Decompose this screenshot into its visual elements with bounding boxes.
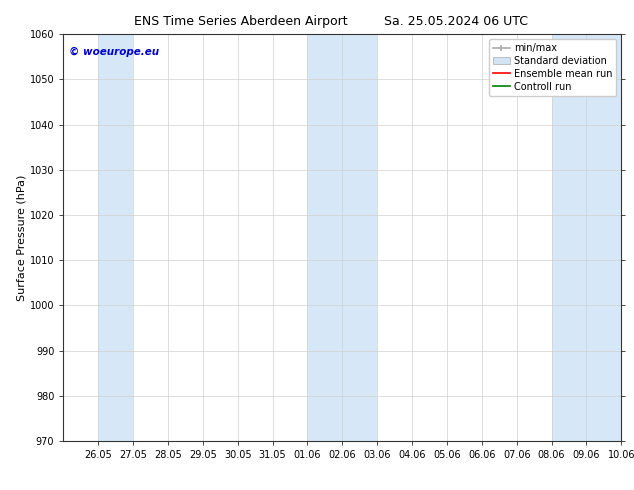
Bar	[98, 34, 133, 441]
Legend: min/max, Standard deviation, Ensemble mean run, Controll run: min/max, Standard deviation, Ensemble me…	[489, 39, 616, 96]
Bar	[307, 34, 377, 441]
Bar	[552, 34, 621, 441]
Text: Sa. 25.05.2024 06 UTC: Sa. 25.05.2024 06 UTC	[384, 15, 529, 28]
Text: ENS Time Series Aberdeen Airport: ENS Time Series Aberdeen Airport	[134, 15, 347, 28]
Y-axis label: Surface Pressure (hPa): Surface Pressure (hPa)	[17, 174, 27, 301]
Text: © woeurope.eu: © woeurope.eu	[69, 47, 159, 56]
